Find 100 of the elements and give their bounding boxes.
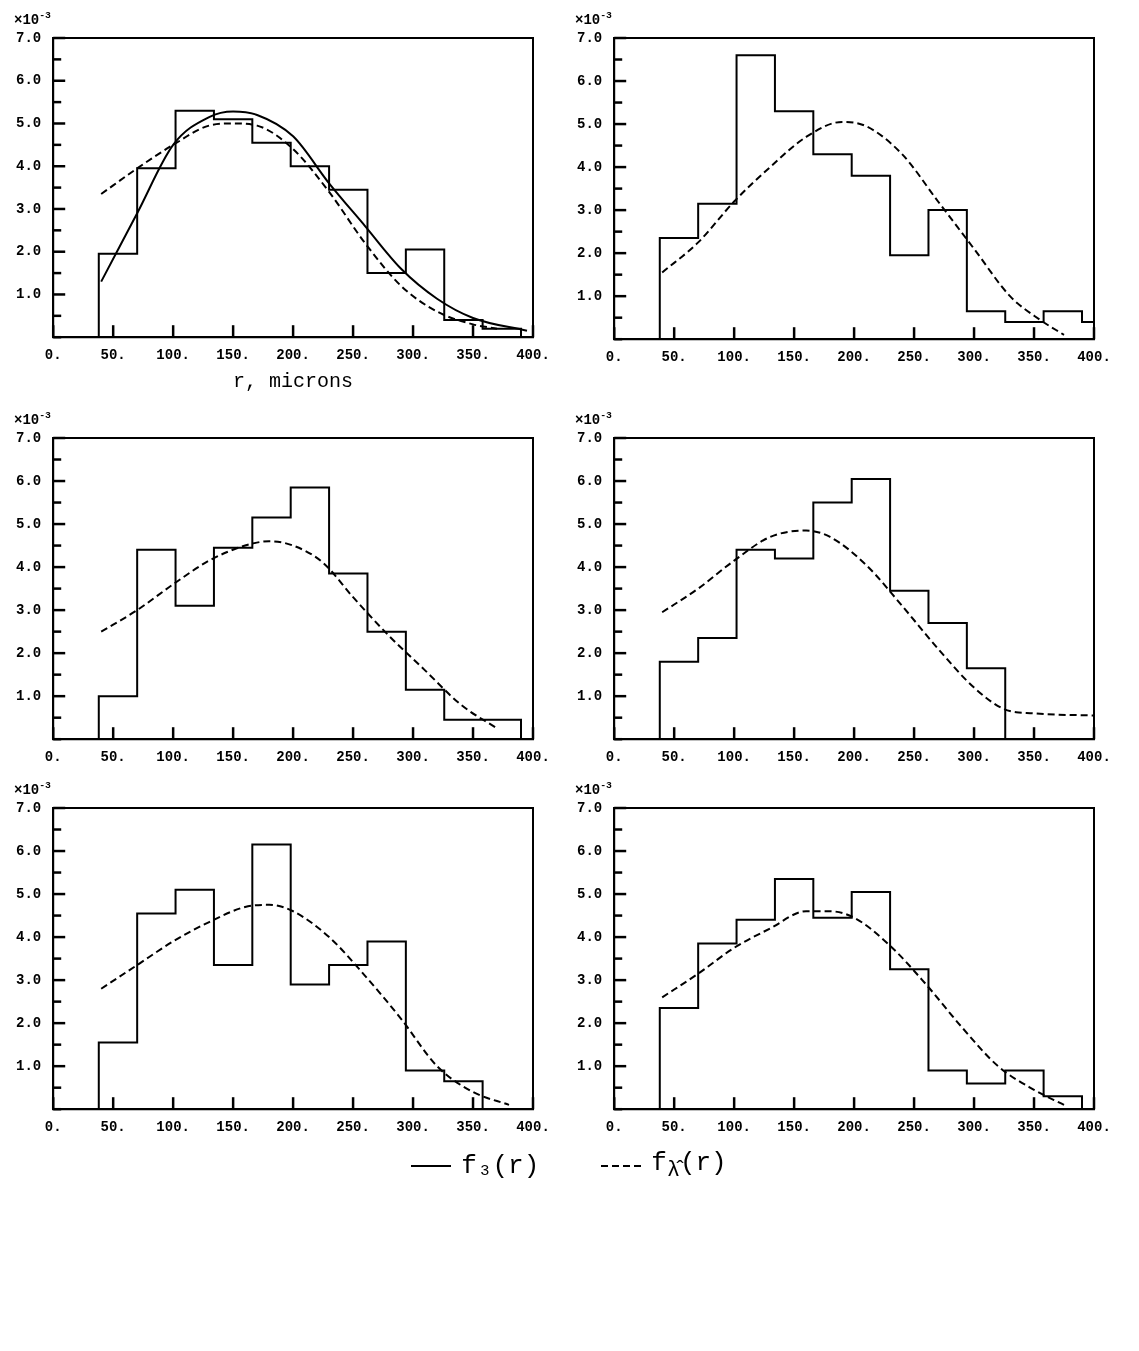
- x-tick-label: 350.: [1017, 349, 1051, 366]
- x-tick-label: 350.: [456, 347, 490, 364]
- x-tick-label: 0.: [605, 1119, 623, 1136]
- x-tick-label: 400.: [1077, 349, 1111, 366]
- y-tick-label: 7.0: [576, 29, 603, 46]
- x-tick-label: 250.: [336, 347, 370, 364]
- x-tick-label: 50.: [661, 749, 687, 766]
- y-tick-label: 2.0: [15, 1014, 42, 1031]
- y-tick-label: 2.0: [576, 1014, 603, 1031]
- x-tick-label: 50.: [100, 749, 126, 766]
- x-tick-label: 200.: [837, 749, 871, 766]
- x-tick-label: 50.: [661, 349, 687, 366]
- y-tick-label: 6.0: [576, 472, 603, 489]
- x-tick-label: 250.: [897, 749, 931, 766]
- x-tick-label: 100.: [717, 749, 751, 766]
- x-tick-label: 200.: [276, 749, 310, 766]
- x-tick-label: 200.: [837, 1119, 871, 1136]
- y-tick-label: 1.0: [15, 1057, 42, 1074]
- x-tick-label: 250.: [336, 749, 370, 766]
- y-tick-label: 2.0: [15, 644, 42, 661]
- x-tick-label: 150.: [216, 1119, 250, 1136]
- x-tick-label: 100.: [717, 349, 751, 366]
- x-tick-label: 350.: [456, 1119, 490, 1136]
- y-tick-label: 4.0: [15, 558, 42, 575]
- y-tick-label: 4.0: [15, 157, 42, 174]
- x-tick-label: 200.: [276, 347, 310, 364]
- y-tick-label: 7.0: [576, 429, 603, 446]
- y-tick-label: 3.0: [576, 601, 603, 618]
- x-tick-label: 300.: [957, 349, 991, 366]
- y-tick-label: 7.0: [576, 799, 603, 816]
- x-tick-label: 150.: [777, 1119, 811, 1136]
- y-tick-label: 5.0: [576, 885, 603, 902]
- x-tick-label: 400.: [516, 749, 550, 766]
- x-tick-label: 0.: [44, 749, 62, 766]
- x-tick-label: 100.: [156, 1119, 190, 1136]
- y-tick-label: 1.0: [15, 285, 42, 302]
- y-tick-label: 4.0: [576, 558, 603, 575]
- x-tick-label: 250.: [336, 1119, 370, 1136]
- y-tick-label: 5.0: [15, 885, 42, 902]
- line-series: [661, 910, 1066, 1106]
- y-tick-label: 5.0: [15, 515, 42, 532]
- x-tick-label: 400.: [516, 347, 550, 364]
- y-tick-label: 1.0: [576, 687, 603, 704]
- y-tick-label: 4.0: [576, 928, 603, 945]
- y-tick-label: 7.0: [15, 429, 42, 446]
- y-tick-label: 3.0: [15, 200, 42, 217]
- x-tick-label: 50.: [100, 347, 126, 364]
- y-tick-label: 3.0: [15, 601, 42, 618]
- x-tick-label: 300.: [957, 1119, 991, 1136]
- legend-label: f$_{λ̂}$(r): [651, 1148, 727, 1184]
- x-tick-label: 350.: [1017, 1119, 1051, 1136]
- x-tick-label: 300.: [396, 347, 430, 364]
- y-tick-label: 4.0: [576, 158, 603, 175]
- y-tick-label: 1.0: [15, 687, 42, 704]
- x-tick-label: 100.: [156, 347, 190, 364]
- legend-label: f₃(r): [461, 1150, 540, 1181]
- x-tick-label: 200.: [276, 1119, 310, 1136]
- x-tick-label: 300.: [396, 749, 430, 766]
- y-tick-label: 2.0: [576, 244, 603, 261]
- y-tick-label: 1.0: [576, 287, 603, 304]
- x-tick-label: 0.: [44, 347, 62, 364]
- x-tick-label: 400.: [1077, 1119, 1111, 1136]
- y-tick-label: 2.0: [15, 243, 42, 260]
- x-tick-label: 0.: [605, 349, 623, 366]
- x-tick-label: 350.: [456, 749, 490, 766]
- y-tick-label: 1.0: [576, 1057, 603, 1074]
- x-tick-label: 50.: [661, 1119, 687, 1136]
- x-tick-label: 300.: [396, 1119, 430, 1136]
- y-tick-label: 2.0: [576, 644, 603, 661]
- y-tick-label: 6.0: [576, 72, 603, 89]
- x-tick-label: 100.: [717, 1119, 751, 1136]
- y-tick-label: 5.0: [15, 115, 42, 132]
- x-tick-label: 150.: [777, 749, 811, 766]
- x-tick-label: 250.: [897, 1119, 931, 1136]
- x-tick-label: 300.: [957, 749, 991, 766]
- y-tick-label: 6.0: [15, 72, 42, 89]
- x-tick-label: 400.: [516, 1119, 550, 1136]
- y-tick-label: 3.0: [576, 971, 603, 988]
- x-tick-label: 150.: [777, 349, 811, 366]
- x-tick-label: 150.: [216, 749, 250, 766]
- y-tick-label: 4.0: [15, 928, 42, 945]
- x-tick-label: 0.: [44, 1119, 62, 1136]
- x-tick-label: 0.: [605, 749, 623, 766]
- x-tick-label: 350.: [1017, 749, 1051, 766]
- y-tick-label: 6.0: [576, 842, 603, 859]
- y-tick-label: 5.0: [576, 115, 603, 132]
- y-tick-label: 7.0: [15, 799, 42, 816]
- x-tick-label: 400.: [1077, 749, 1111, 766]
- y-tick-label: 3.0: [576, 201, 603, 218]
- x-tick-label: 150.: [216, 347, 250, 364]
- line-series: [661, 120, 1066, 336]
- y-tick-label: 6.0: [15, 842, 42, 859]
- x-tick-label: 200.: [837, 349, 871, 366]
- x-tick-label: 50.: [100, 1119, 126, 1136]
- x-tick-label: 250.: [897, 349, 931, 366]
- y-tick-label: 3.0: [15, 971, 42, 988]
- y-tick-label: 7.0: [15, 29, 42, 46]
- x-axis-title: r, microns: [233, 370, 354, 394]
- y-tick-label: 5.0: [576, 515, 603, 532]
- y-tick-label: 6.0: [15, 472, 42, 489]
